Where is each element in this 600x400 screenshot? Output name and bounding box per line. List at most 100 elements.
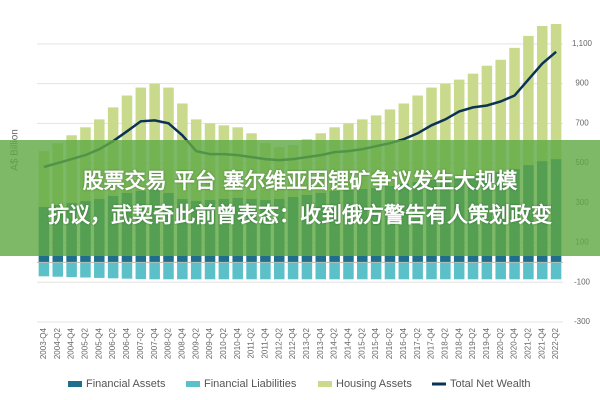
bar [287, 262, 299, 280]
bar [481, 65, 493, 174]
bar [163, 262, 174, 280]
x-tick-label: 2016-Q4 [399, 327, 408, 359]
bar [467, 262, 479, 280]
bar [412, 262, 423, 280]
x-tick-label: 2005-Q2 [81, 327, 90, 359]
x-tick-label: 2021-Q2 [524, 327, 533, 359]
bar [370, 262, 382, 280]
x-tick-label: 2004-Q2 [53, 327, 62, 359]
x-tick-label: 2010-Q2 [219, 327, 228, 359]
x-tick-label: 2007-Q4 [150, 327, 159, 359]
x-tick-label: 2012-Q2 [274, 327, 283, 359]
bar [550, 24, 562, 160]
bar [495, 262, 506, 280]
x-tick-label: 2008-Q4 [177, 327, 186, 359]
legend: Financial Assets Financial Liabilities Hou… [68, 378, 531, 390]
bar [440, 83, 451, 179]
legend-swatch [186, 381, 200, 387]
bar [273, 262, 285, 280]
x-tick-label: 2017-Q4 [427, 327, 436, 359]
x-tick-label: 2010-Q4 [233, 327, 242, 359]
x-tick-label: 2013-Q2 [302, 327, 311, 359]
x-tick-label: 2014-Q4 [344, 327, 353, 359]
x-tick-label: 2019-Q2 [468, 327, 477, 359]
bar [412, 95, 423, 182]
bar [426, 87, 437, 180]
banner-line: 股票交易 平台 塞尔维亚因锂矿争议发生大规模 [82, 169, 518, 193]
x-tick-label: 2016-Q2 [385, 327, 394, 359]
bar [135, 87, 147, 191]
bar [190, 262, 202, 280]
y-tick-label: 900 [575, 79, 589, 88]
x-tick-label: 2020-Q4 [510, 327, 519, 359]
bar [66, 262, 77, 278]
legend-swatch [68, 381, 82, 387]
bar [398, 262, 410, 280]
y-tick-label: 700 [575, 118, 589, 127]
x-tick-label: 2018-Q4 [454, 327, 463, 359]
y-tick-label: -300 [574, 317, 591, 326]
bar [495, 59, 506, 173]
bar [384, 262, 396, 280]
x-tick-label: 2007-Q2 [136, 327, 145, 359]
bar [246, 262, 257, 280]
bar [107, 262, 119, 279]
bar [52, 262, 64, 277]
banner: 股票交易 平台 塞尔维亚因锂矿争议发生大规模 抗议，武契奇此前曾表态：收到俄方警… [0, 140, 600, 256]
bar [550, 262, 562, 280]
bar [523, 35, 534, 166]
bar [149, 83, 160, 190]
bar [80, 262, 91, 278]
legend-label: Total Net Wealth [450, 378, 531, 390]
x-tick-label: 2019-Q4 [482, 327, 491, 359]
x-tick-label: 2020-Q2 [496, 327, 505, 359]
x-tick-label: 2008-Q2 [164, 327, 173, 359]
y-tick-label: 1,100 [572, 39, 593, 48]
x-tick-label: 2005-Q4 [94, 327, 103, 359]
bar [149, 262, 160, 280]
bar [232, 262, 243, 280]
legend-label: Housing Assets [336, 378, 412, 390]
x-tick-label: 2013-Q4 [316, 327, 325, 359]
bar [177, 262, 188, 280]
bar [467, 73, 479, 176]
bar [315, 262, 327, 280]
x-tick-label: 2009-Q2 [191, 327, 200, 359]
x-tick-label: 2014-Q2 [330, 327, 339, 359]
x-tick-label: 2006-Q2 [108, 327, 117, 359]
bar [536, 262, 548, 280]
x-tick-label: 2004-Q4 [67, 327, 76, 359]
x-tick-label: 2018-Q2 [440, 327, 449, 359]
y-tick-label: -100 [574, 277, 591, 286]
x-tick-label: 2003-Q4 [39, 327, 48, 359]
bar [536, 25, 548, 162]
bar [218, 262, 230, 280]
bar [481, 262, 493, 280]
x-tick-label: 2006-Q4 [122, 327, 131, 359]
x-tick-label: 2017-Q2 [413, 327, 422, 359]
bar [260, 262, 271, 280]
x-tick-label: 2011-Q2 [247, 327, 256, 358]
x-tick-label: 2015-Q4 [371, 327, 380, 359]
x-tick-label: 2015-Q2 [357, 327, 366, 359]
bar [121, 262, 133, 279]
legend-swatch [318, 381, 332, 387]
bar [440, 262, 451, 280]
bar [135, 262, 147, 280]
legend-label: Financial Assets [86, 378, 166, 390]
x-tick-label: 2022-Q2 [551, 327, 560, 359]
legend-label: Financial Liabilities [204, 378, 297, 390]
bar [329, 262, 340, 280]
bar [301, 262, 313, 280]
x-tick-label: 2021-Q4 [537, 327, 546, 359]
banner-line: 抗议，武契奇此前曾表态：收到俄方警告有人策划政变 [48, 203, 552, 227]
x-tick-label: 2011-Q4 [261, 327, 270, 358]
bar [509, 262, 520, 280]
bar [453, 262, 465, 280]
bar [426, 262, 437, 280]
x-tick-label: 2009-Q4 [205, 327, 214, 359]
bar [509, 47, 520, 170]
bar [94, 262, 105, 278]
bar [38, 262, 50, 277]
